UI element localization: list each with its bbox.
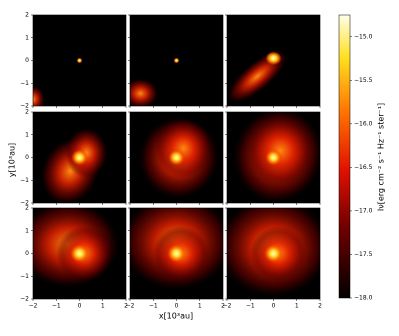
panel-image [130,208,223,290]
panel [32,207,127,300]
y-tick-label: −2 [20,103,29,110]
x-tick-label: −2 [223,303,232,310]
panel [129,207,224,300]
emission [265,149,282,166]
colorbar-tick-label: −17.0 [354,207,373,214]
colorbar-tick-label: −15.0 [354,33,373,40]
panel-image [227,50,288,103]
y-tick-label: 2 [25,12,29,19]
x-tick-label: 0 [272,303,276,310]
x-tick-label: 0 [175,303,179,310]
x-tick-label: 1 [101,303,105,310]
emission [173,57,180,64]
panel-image [33,208,120,288]
y-tick-label: 0 [25,57,29,64]
emission [247,116,314,185]
panel-image [227,208,320,297]
panel-image [130,57,180,106]
y-tick-label: −1 [20,80,29,87]
x-tick-label: −2 [126,303,135,310]
y-tick-label: −1 [20,177,29,184]
colorbar-tick-label: −16.0 [354,120,373,127]
x-tick-label: −1 [149,303,158,310]
y-tick-label: −2 [20,296,29,303]
panel [226,111,321,204]
y-tick-label: 2 [25,109,29,116]
colorbar-tick-label: −15.5 [354,77,373,84]
colorbar-label: Iν[erg cm⁻² s⁻¹ Hz⁻¹ ster⁻¹] [377,103,386,211]
y-tick-label: 0 [25,250,29,257]
panel [226,207,321,300]
x-tick-label: −1 [246,303,255,310]
x-tick-label: 1 [295,303,299,310]
y-tick-label: 1 [25,131,29,138]
colorbar-tick-label: −17.5 [354,251,373,258]
x-tick-label: −2 [29,303,38,310]
emission [265,51,282,66]
y-tick-label: −1 [20,273,29,280]
panel-image [33,57,83,106]
colorbar [338,14,351,299]
panel [32,14,127,107]
emission [76,57,83,64]
x-tick-label: 0 [78,303,82,310]
x-tick-label: 2 [221,303,225,310]
x-tick-label: −1 [52,303,61,310]
panel [226,14,321,107]
emission [167,244,186,263]
colorbar-tick-label: −18.0 [354,295,373,302]
emission [71,149,88,166]
panel-image [233,112,320,203]
panel-image [139,116,219,199]
panel-image [41,127,108,203]
y-tick-label: 2 [25,205,29,212]
emission [264,244,283,263]
emission [168,149,185,166]
emission [65,127,108,178]
emission [70,244,89,263]
x-tick-label: 1 [198,303,202,310]
y-tick-label: 0 [25,154,29,161]
x-tick-label: 2 [318,303,322,310]
y-tick-label: 1 [25,227,29,234]
y-tick-label: 1 [25,34,29,41]
colorbar-tick-label: −16.5 [354,164,373,171]
y-axis-label: y[10³au] [8,143,17,177]
emission [155,118,212,178]
panel [129,14,224,107]
emission [130,78,158,106]
x-tick-label: 2 [124,303,128,310]
emission [33,85,45,106]
x-axis-label: x[10³au] [159,312,193,321]
y-tick-label: −2 [20,200,29,207]
panel [129,111,224,204]
panel [32,111,127,204]
